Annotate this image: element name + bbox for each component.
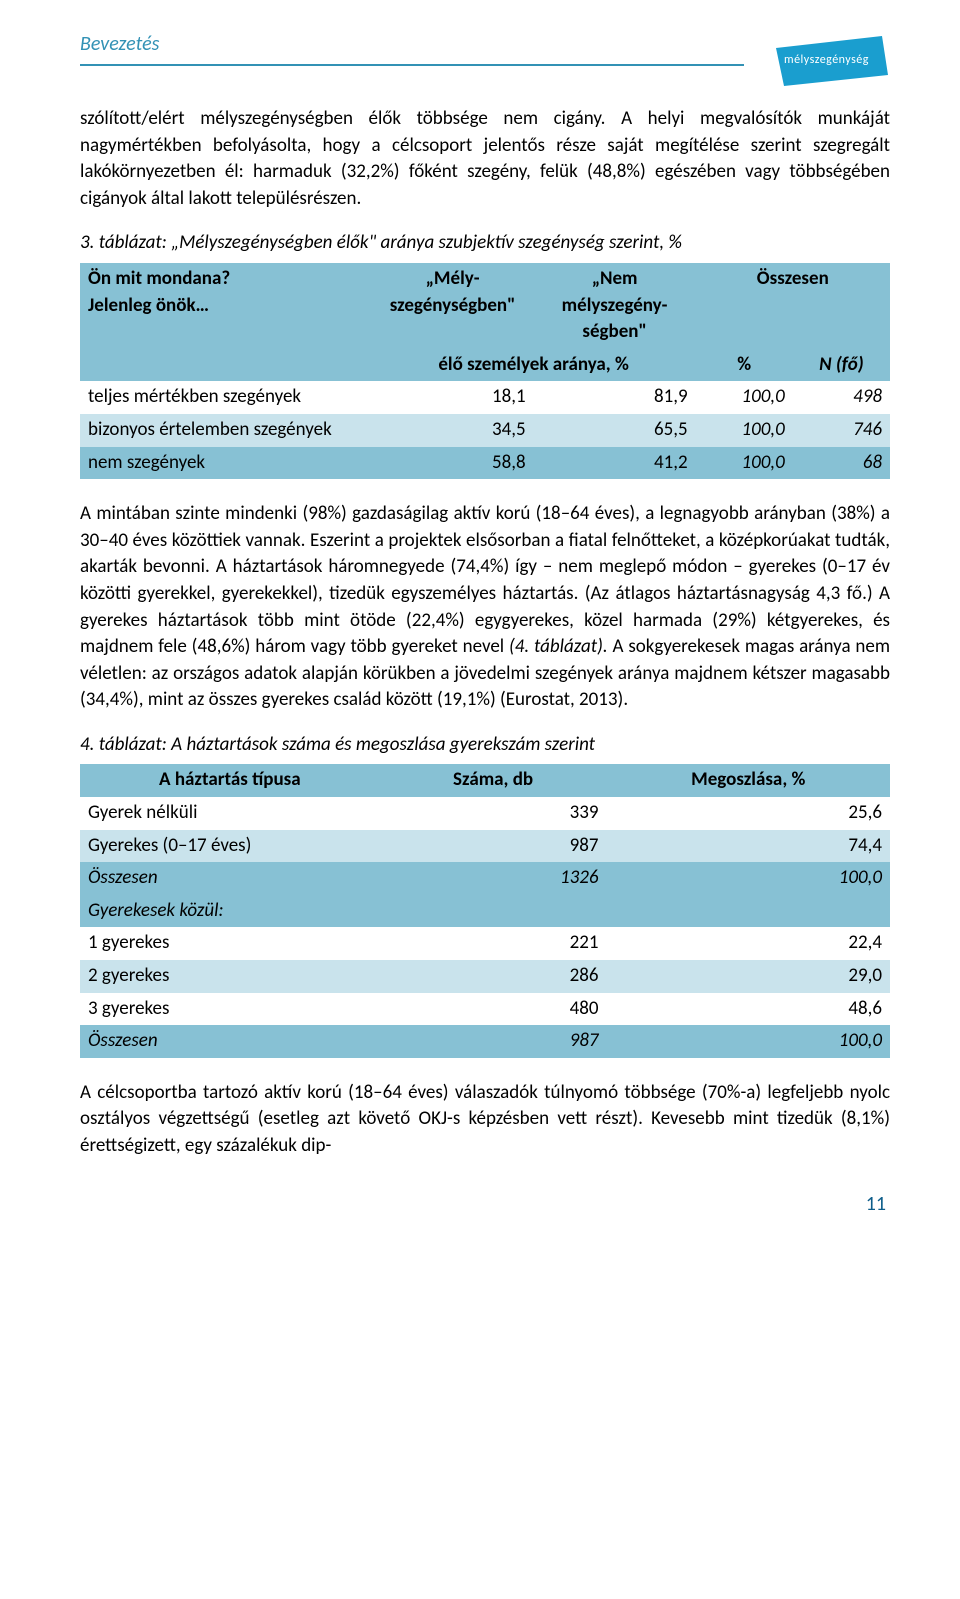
t2-head-c3: Megoszlása, % (606, 764, 890, 797)
t2-cell: Összesen (80, 862, 380, 895)
t1-head-right: Összesen (696, 263, 890, 349)
t1-cell: 81,9 (534, 381, 696, 414)
t1-head-left-1: Ön mit mondana? (88, 267, 230, 290)
t1-cell: nem szegények (80, 447, 372, 480)
table-row: 2 gyerekes 286 29,0 (80, 960, 890, 993)
t2-head-c2: Száma, db (380, 764, 607, 797)
paragraph-2: A mintában szinte mindenki (98%) gazdasá… (80, 501, 890, 714)
t2-cell: 1 gyerekes (80, 927, 380, 960)
t2-cell: 339 (380, 797, 607, 830)
t2-cell (606, 895, 890, 928)
table2-caption: 4. táblázat: A háztartások száma és mego… (80, 732, 890, 759)
t2-cell: 29,0 (606, 960, 890, 993)
t1-subhead-mid: élő személyek aránya, % (372, 349, 696, 382)
t2-cell: Gyerekes (0–17 éves) (80, 830, 380, 863)
table-row: teljes mértékben szegények 18,1 81,9 100… (80, 381, 890, 414)
table-row: Összesen 1326 100,0 (80, 862, 890, 895)
t2-cell: 987 (380, 830, 607, 863)
logo: mélyszegénység (770, 30, 890, 88)
t1-cell: 68 (793, 447, 890, 480)
t2-cell: Gyerek nélküli (80, 797, 380, 830)
t2-cell: 1326 (380, 862, 607, 895)
t2-cell: 100,0 (606, 862, 890, 895)
t1-head-left-2: Jelenleg önök… (88, 294, 209, 317)
t1-cell: teljes mértékben szegények (80, 381, 372, 414)
table-2: A háztartás típusa Száma, db Megoszlása,… (80, 764, 890, 1057)
t1-cell: 498 (793, 381, 890, 414)
t2-cell: 100,0 (606, 1025, 890, 1058)
page-number: 11 (80, 1190, 890, 1218)
t2-cell: 74,4 (606, 830, 890, 863)
t1-cell: 100,0 (696, 381, 793, 414)
t1-subhead-n: N (fő) (793, 349, 890, 382)
t1-cell: bizonyos értelemben szegények (80, 414, 372, 447)
t1-head-col3: „Nem mélyszegény­ségben" (534, 263, 696, 349)
t1-head-col2: „Mély­szegénységben" (372, 263, 534, 349)
t2-cell: 2 gyerekes (80, 960, 380, 993)
table-row: Gyerekesek közül: (80, 895, 890, 928)
logo-text: mélyszegénység (784, 52, 869, 69)
t2-cell: 221 (380, 927, 607, 960)
table-row: nem szegények 58,8 41,2 100,0 68 (80, 447, 890, 480)
t2-cell: 3 gyerekes (80, 993, 380, 1026)
t1-cell: 34,5 (372, 414, 534, 447)
t2-cell: Gyerekesek közül: (80, 895, 380, 928)
paragraph-3: A célcsoportba tartozó aktív korú (18–64… (80, 1080, 890, 1160)
t1-cell: 18,1 (372, 381, 534, 414)
t2-cell: 25,6 (606, 797, 890, 830)
table-1: Ön mit mondana? Jelenleg önök… „Mély­sze… (80, 263, 890, 479)
t2-cell: 480 (380, 993, 607, 1026)
table-row: bizonyos értelemben szegények 34,5 65,5 … (80, 414, 890, 447)
t2-cell (380, 895, 607, 928)
t1-cell: 65,5 (534, 414, 696, 447)
t1-subhead-pct: % (696, 349, 793, 382)
t1-cell: 41,2 (534, 447, 696, 480)
para2-italic: (4. táblázat). (509, 635, 608, 658)
header-underline (80, 64, 744, 66)
table-row: 3 gyerekes 480 48,6 (80, 993, 890, 1026)
table-row: Gyerekes (0–17 éves) 987 74,4 (80, 830, 890, 863)
table1-caption: 3. táblázat: „Mélyszegénységben élők" ar… (80, 230, 890, 257)
t1-cell: 58,8 (372, 447, 534, 480)
t1-cell: 100,0 (696, 414, 793, 447)
t1-cell: 100,0 (696, 447, 793, 480)
t2-cell: Összesen (80, 1025, 380, 1058)
section-title: Bevezetés (80, 30, 159, 60)
t2-cell: 286 (380, 960, 607, 993)
t2-head-c1: A háztartás típusa (80, 764, 380, 797)
t2-cell: 22,4 (606, 927, 890, 960)
table-row: Gyerek nélküli 339 25,6 (80, 797, 890, 830)
t1-cell: 746 (793, 414, 890, 447)
t2-cell: 48,6 (606, 993, 890, 1026)
table-row: Összesen 987 100,0 (80, 1025, 890, 1058)
paragraph-1: szólított/elért mélyszegénységben élők t… (80, 106, 890, 212)
t2-cell: 987 (380, 1025, 607, 1058)
table-row: 1 gyerekes 221 22,4 (80, 927, 890, 960)
